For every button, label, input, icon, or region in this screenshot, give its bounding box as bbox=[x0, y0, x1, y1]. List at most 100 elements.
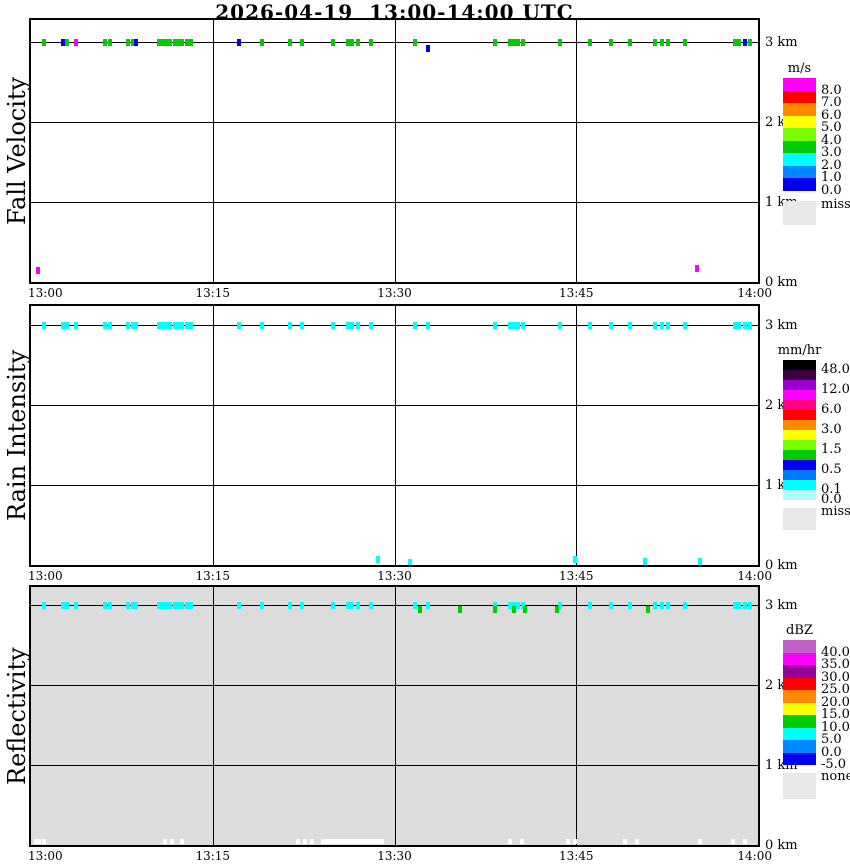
legend-value-label: 25.0 bbox=[821, 682, 850, 697]
data-mark bbox=[288, 322, 293, 329]
data-mark bbox=[188, 39, 193, 46]
data-mark bbox=[747, 322, 752, 329]
data-mark bbox=[42, 39, 47, 46]
data-mark bbox=[609, 602, 614, 609]
data-mark bbox=[180, 839, 185, 844]
axis-title-rain_intensity: Rain Intensity bbox=[3, 349, 31, 522]
data-mark bbox=[426, 322, 431, 329]
legend-value-label: 2.0 bbox=[821, 157, 842, 173]
data-mark bbox=[507, 39, 512, 46]
data-mark bbox=[512, 602, 517, 609]
data-mark bbox=[493, 606, 498, 613]
legend-value-label: 5.0 bbox=[821, 120, 842, 135]
legend-value-label: 1.0 bbox=[821, 170, 842, 185]
data-mark bbox=[493, 322, 498, 329]
legend-value-label: 5.0 bbox=[821, 732, 842, 747]
data-mark bbox=[330, 322, 335, 329]
legend-value-label: 0.0 bbox=[821, 182, 842, 198]
data-mark bbox=[125, 39, 130, 46]
data-mark bbox=[37, 839, 42, 844]
data-mark bbox=[653, 322, 657, 329]
gridline-13:30 bbox=[394, 20, 396, 282]
data-mark bbox=[346, 322, 351, 329]
data-mark bbox=[185, 39, 190, 46]
data-mark bbox=[176, 602, 181, 609]
data-mark bbox=[102, 39, 107, 46]
data-mark bbox=[645, 606, 650, 613]
legend-value-label: 30.0 bbox=[821, 669, 850, 685]
height-tick-label: 0 km bbox=[765, 558, 798, 573]
data-mark bbox=[130, 322, 135, 329]
data-mark bbox=[519, 839, 524, 844]
gridline-13:30 bbox=[394, 587, 396, 845]
data-mark bbox=[736, 602, 741, 609]
legend-color-block bbox=[783, 128, 816, 141]
data-mark bbox=[512, 322, 517, 329]
legend-title-fall_velocity: m/s bbox=[787, 61, 812, 76]
data-mark bbox=[558, 322, 563, 329]
data-mark bbox=[683, 322, 688, 329]
time-tick-label: 13:30 bbox=[377, 569, 412, 583]
legend-value-label: 15.0 bbox=[821, 707, 850, 722]
data-mark bbox=[653, 602, 657, 609]
data-mark bbox=[516, 602, 521, 609]
data-mark bbox=[516, 322, 521, 329]
legend-value-label: 7.0 bbox=[821, 95, 842, 110]
time-tick-label: 13:00 bbox=[28, 569, 63, 583]
data-mark bbox=[695, 264, 700, 272]
legend-color-block bbox=[783, 665, 816, 678]
data-mark bbox=[660, 39, 665, 46]
legend-color-block bbox=[783, 702, 816, 715]
legend-color-block bbox=[783, 430, 816, 440]
legend-miss-block bbox=[783, 773, 816, 799]
legend-color-block bbox=[783, 153, 816, 166]
legend-color-block bbox=[783, 652, 816, 665]
data-mark bbox=[176, 39, 181, 46]
data-mark bbox=[320, 839, 384, 844]
legend-value-label: 35.0 bbox=[821, 657, 850, 672]
time-tick-label: 14:00 bbox=[737, 849, 772, 863]
data-mark bbox=[125, 602, 130, 609]
data-mark bbox=[61, 322, 66, 329]
height-tick-label: 3 km bbox=[765, 35, 798, 50]
legend-value-label: 0.1 bbox=[821, 482, 842, 497]
data-mark bbox=[185, 602, 190, 609]
time-tick-label: 13:00 bbox=[28, 849, 63, 863]
legend-color-block bbox=[783, 360, 816, 370]
legend-miss-label: none bbox=[821, 769, 850, 784]
data-mark bbox=[520, 39, 525, 46]
gridline-13:15 bbox=[212, 587, 214, 845]
legend-value-label: 3.0 bbox=[821, 422, 842, 437]
data-mark bbox=[102, 602, 107, 609]
data-mark bbox=[173, 322, 178, 329]
data-mark bbox=[523, 606, 528, 613]
data-mark bbox=[742, 322, 747, 329]
gridline-13:15 bbox=[212, 306, 214, 565]
height-tick-label: 3 km bbox=[765, 598, 798, 613]
data-mark bbox=[33, 839, 38, 844]
data-mark bbox=[742, 839, 747, 844]
data-mark bbox=[107, 602, 112, 609]
legend-color-block bbox=[783, 390, 816, 400]
data-mark bbox=[176, 322, 181, 329]
data-mark bbox=[295, 839, 300, 844]
data-mark bbox=[516, 39, 521, 46]
data-mark bbox=[346, 39, 351, 46]
time-tick-label: 13:15 bbox=[195, 849, 231, 863]
data-mark bbox=[134, 602, 139, 609]
data-mark bbox=[426, 602, 431, 609]
time-tick-label: 13:15 bbox=[195, 569, 231, 583]
data-mark bbox=[65, 602, 70, 609]
data-mark bbox=[157, 39, 162, 46]
legend-color-block bbox=[783, 490, 816, 500]
data-mark bbox=[493, 602, 498, 609]
data-mark bbox=[609, 322, 614, 329]
data-mark bbox=[61, 602, 66, 609]
data-mark bbox=[302, 839, 307, 844]
data-mark bbox=[697, 839, 702, 844]
data-mark bbox=[356, 602, 361, 609]
panel-reflectivity bbox=[29, 585, 760, 847]
data-mark bbox=[413, 322, 418, 329]
axis-title-fall_velocity: Fall Velocity bbox=[3, 76, 31, 226]
data-mark bbox=[180, 39, 185, 46]
